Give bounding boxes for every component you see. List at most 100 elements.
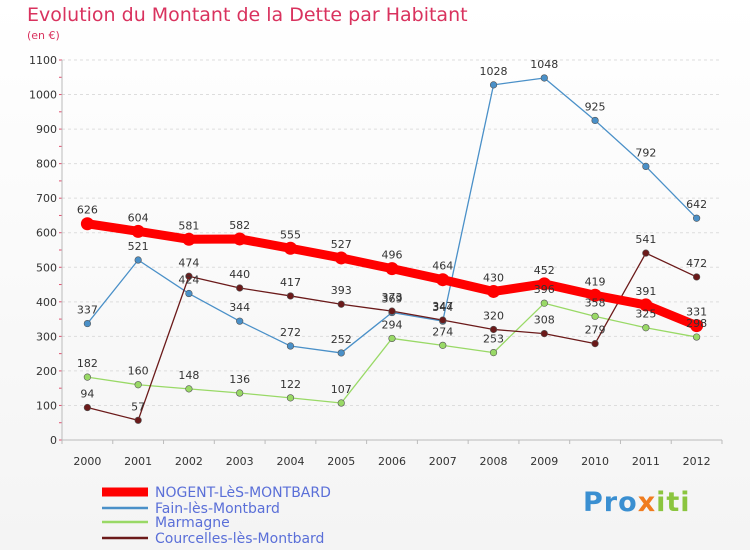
data-label: 541 [635, 233, 656, 246]
data-point [439, 316, 447, 324]
data-point [591, 340, 599, 348]
legend-label: Fain-lès-Montbard [155, 501, 280, 517]
y-tick-label: 700 [36, 192, 57, 205]
data-label: 626 [77, 204, 98, 217]
data-point [693, 333, 701, 341]
x-tick-label: 2012 [683, 455, 711, 468]
data-point [185, 272, 193, 280]
data-point [591, 116, 599, 125]
chart-title: Evolution du Montant de la Dette par Hab… [27, 4, 468, 26]
y-tick-label: 400 [36, 296, 57, 309]
data-point [436, 273, 450, 287]
data-label: 555 [280, 228, 301, 241]
data-point [236, 317, 244, 325]
data-label: 279 [585, 324, 606, 337]
data-label: 474 [178, 256, 199, 269]
x-tick-label: 2004 [276, 455, 304, 468]
data-point [540, 299, 548, 307]
data-point [236, 284, 244, 292]
data-label: 136 [229, 373, 250, 386]
data-point [131, 224, 145, 238]
data-label: 148 [178, 369, 199, 382]
data-point [489, 349, 498, 357]
data-point [489, 81, 498, 89]
data-label: 582 [229, 219, 250, 232]
y-tick-label: 200 [36, 365, 57, 378]
y-tick-label: 1000 [29, 89, 57, 102]
data-point [489, 325, 498, 334]
data-label: 272 [280, 326, 301, 339]
y-tick-label: 1100 [29, 54, 57, 67]
data-point [185, 289, 193, 298]
data-label: 496 [382, 249, 403, 262]
data-point [639, 298, 653, 312]
data-label: 57 [131, 400, 145, 413]
data-point [540, 330, 548, 338]
data-label: 440 [229, 268, 250, 281]
data-point [134, 256, 142, 264]
data-label: 369 [382, 293, 403, 306]
x-tick-label: 2010 [581, 455, 609, 468]
brand-letter: t [666, 487, 681, 518]
x-tick-label: 2002 [175, 455, 203, 468]
data-point [134, 381, 142, 389]
data-point [690, 319, 704, 333]
data-point [83, 373, 91, 381]
x-tick-label: 2008 [480, 455, 508, 468]
data-label: 344 [229, 301, 250, 314]
data-point [286, 394, 295, 402]
data-label: 925 [585, 100, 606, 113]
y-tick-label: 300 [36, 330, 57, 343]
data-label: 419 [585, 275, 606, 288]
data-point [588, 288, 602, 302]
data-label: 107 [331, 383, 352, 396]
brand-letter: r [603, 487, 619, 518]
data-label: 337 [77, 304, 98, 317]
data-point [182, 232, 196, 246]
data-label: 1028 [480, 65, 508, 78]
data-label: 424 [178, 274, 199, 287]
data-point [185, 385, 193, 393]
x-tick-label: 2003 [226, 455, 254, 468]
chart-subtitle: (en €) [27, 29, 60, 42]
data-point [83, 403, 91, 412]
legend-label: NOGENT-LèS-MONTBARD [155, 485, 331, 501]
data-point [642, 249, 650, 257]
data-label: 94 [80, 388, 94, 401]
data-point [337, 349, 345, 357]
data-label: 464 [432, 260, 453, 273]
data-point [286, 342, 295, 350]
data-point [693, 273, 701, 281]
data-label: 430 [483, 271, 504, 284]
data-label: 347 [432, 300, 453, 313]
data-point [388, 334, 396, 343]
brand-letter: P [583, 487, 604, 518]
data-point [591, 312, 599, 320]
data-label: 325 [635, 308, 656, 321]
x-tick-label: 2007 [429, 455, 457, 468]
data-point [642, 162, 650, 170]
y-tick-label: 0 [50, 434, 57, 447]
data-label: 642 [686, 198, 707, 211]
brand-letter: i [656, 487, 667, 518]
data-label: 122 [280, 378, 301, 391]
data-label: 527 [331, 238, 352, 251]
data-label: 294 [382, 318, 403, 331]
x-tick-label: 2000 [73, 455, 101, 468]
data-label: 358 [585, 296, 606, 309]
brand-letter: i [680, 487, 691, 518]
data-label: 274 [432, 325, 453, 338]
data-point [236, 389, 244, 397]
x-tick-label: 2001 [124, 455, 152, 468]
data-label: 396 [534, 283, 555, 296]
data-label: 252 [331, 333, 352, 346]
data-label: 581 [178, 219, 199, 232]
data-label: 331 [686, 306, 707, 319]
legend-label: Courcelles-lès-Montbard [155, 531, 324, 547]
data-label: 391 [635, 285, 656, 298]
data-label: 373 [382, 291, 403, 304]
data-label: 182 [77, 357, 98, 370]
brand-letter: o [618, 487, 638, 518]
data-point [283, 241, 297, 255]
